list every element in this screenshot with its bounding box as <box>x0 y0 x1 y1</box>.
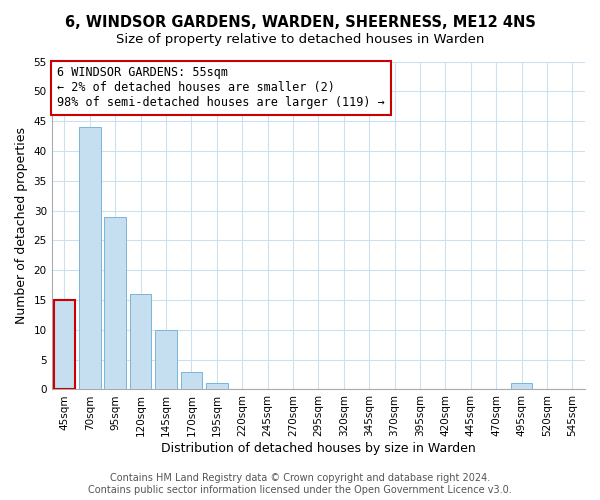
Bar <box>79 127 101 390</box>
Text: Contains HM Land Registry data © Crown copyright and database right 2024.
Contai: Contains HM Land Registry data © Crown c… <box>88 474 512 495</box>
Text: 6, WINDSOR GARDENS, WARDEN, SHEERNESS, ME12 4NS: 6, WINDSOR GARDENS, WARDEN, SHEERNESS, M… <box>65 15 535 30</box>
Bar <box>155 330 177 390</box>
Bar <box>181 372 202 390</box>
Text: 6 WINDSOR GARDENS: 55sqm
← 2% of detached houses are smaller (2)
98% of semi-det: 6 WINDSOR GARDENS: 55sqm ← 2% of detache… <box>57 66 385 110</box>
Bar <box>511 384 532 390</box>
Y-axis label: Number of detached properties: Number of detached properties <box>15 127 28 324</box>
X-axis label: Distribution of detached houses by size in Warden: Distribution of detached houses by size … <box>161 442 476 455</box>
Bar <box>104 216 126 390</box>
Bar <box>206 384 227 390</box>
Text: Size of property relative to detached houses in Warden: Size of property relative to detached ho… <box>116 32 484 46</box>
Bar <box>130 294 151 390</box>
Bar <box>53 300 75 390</box>
